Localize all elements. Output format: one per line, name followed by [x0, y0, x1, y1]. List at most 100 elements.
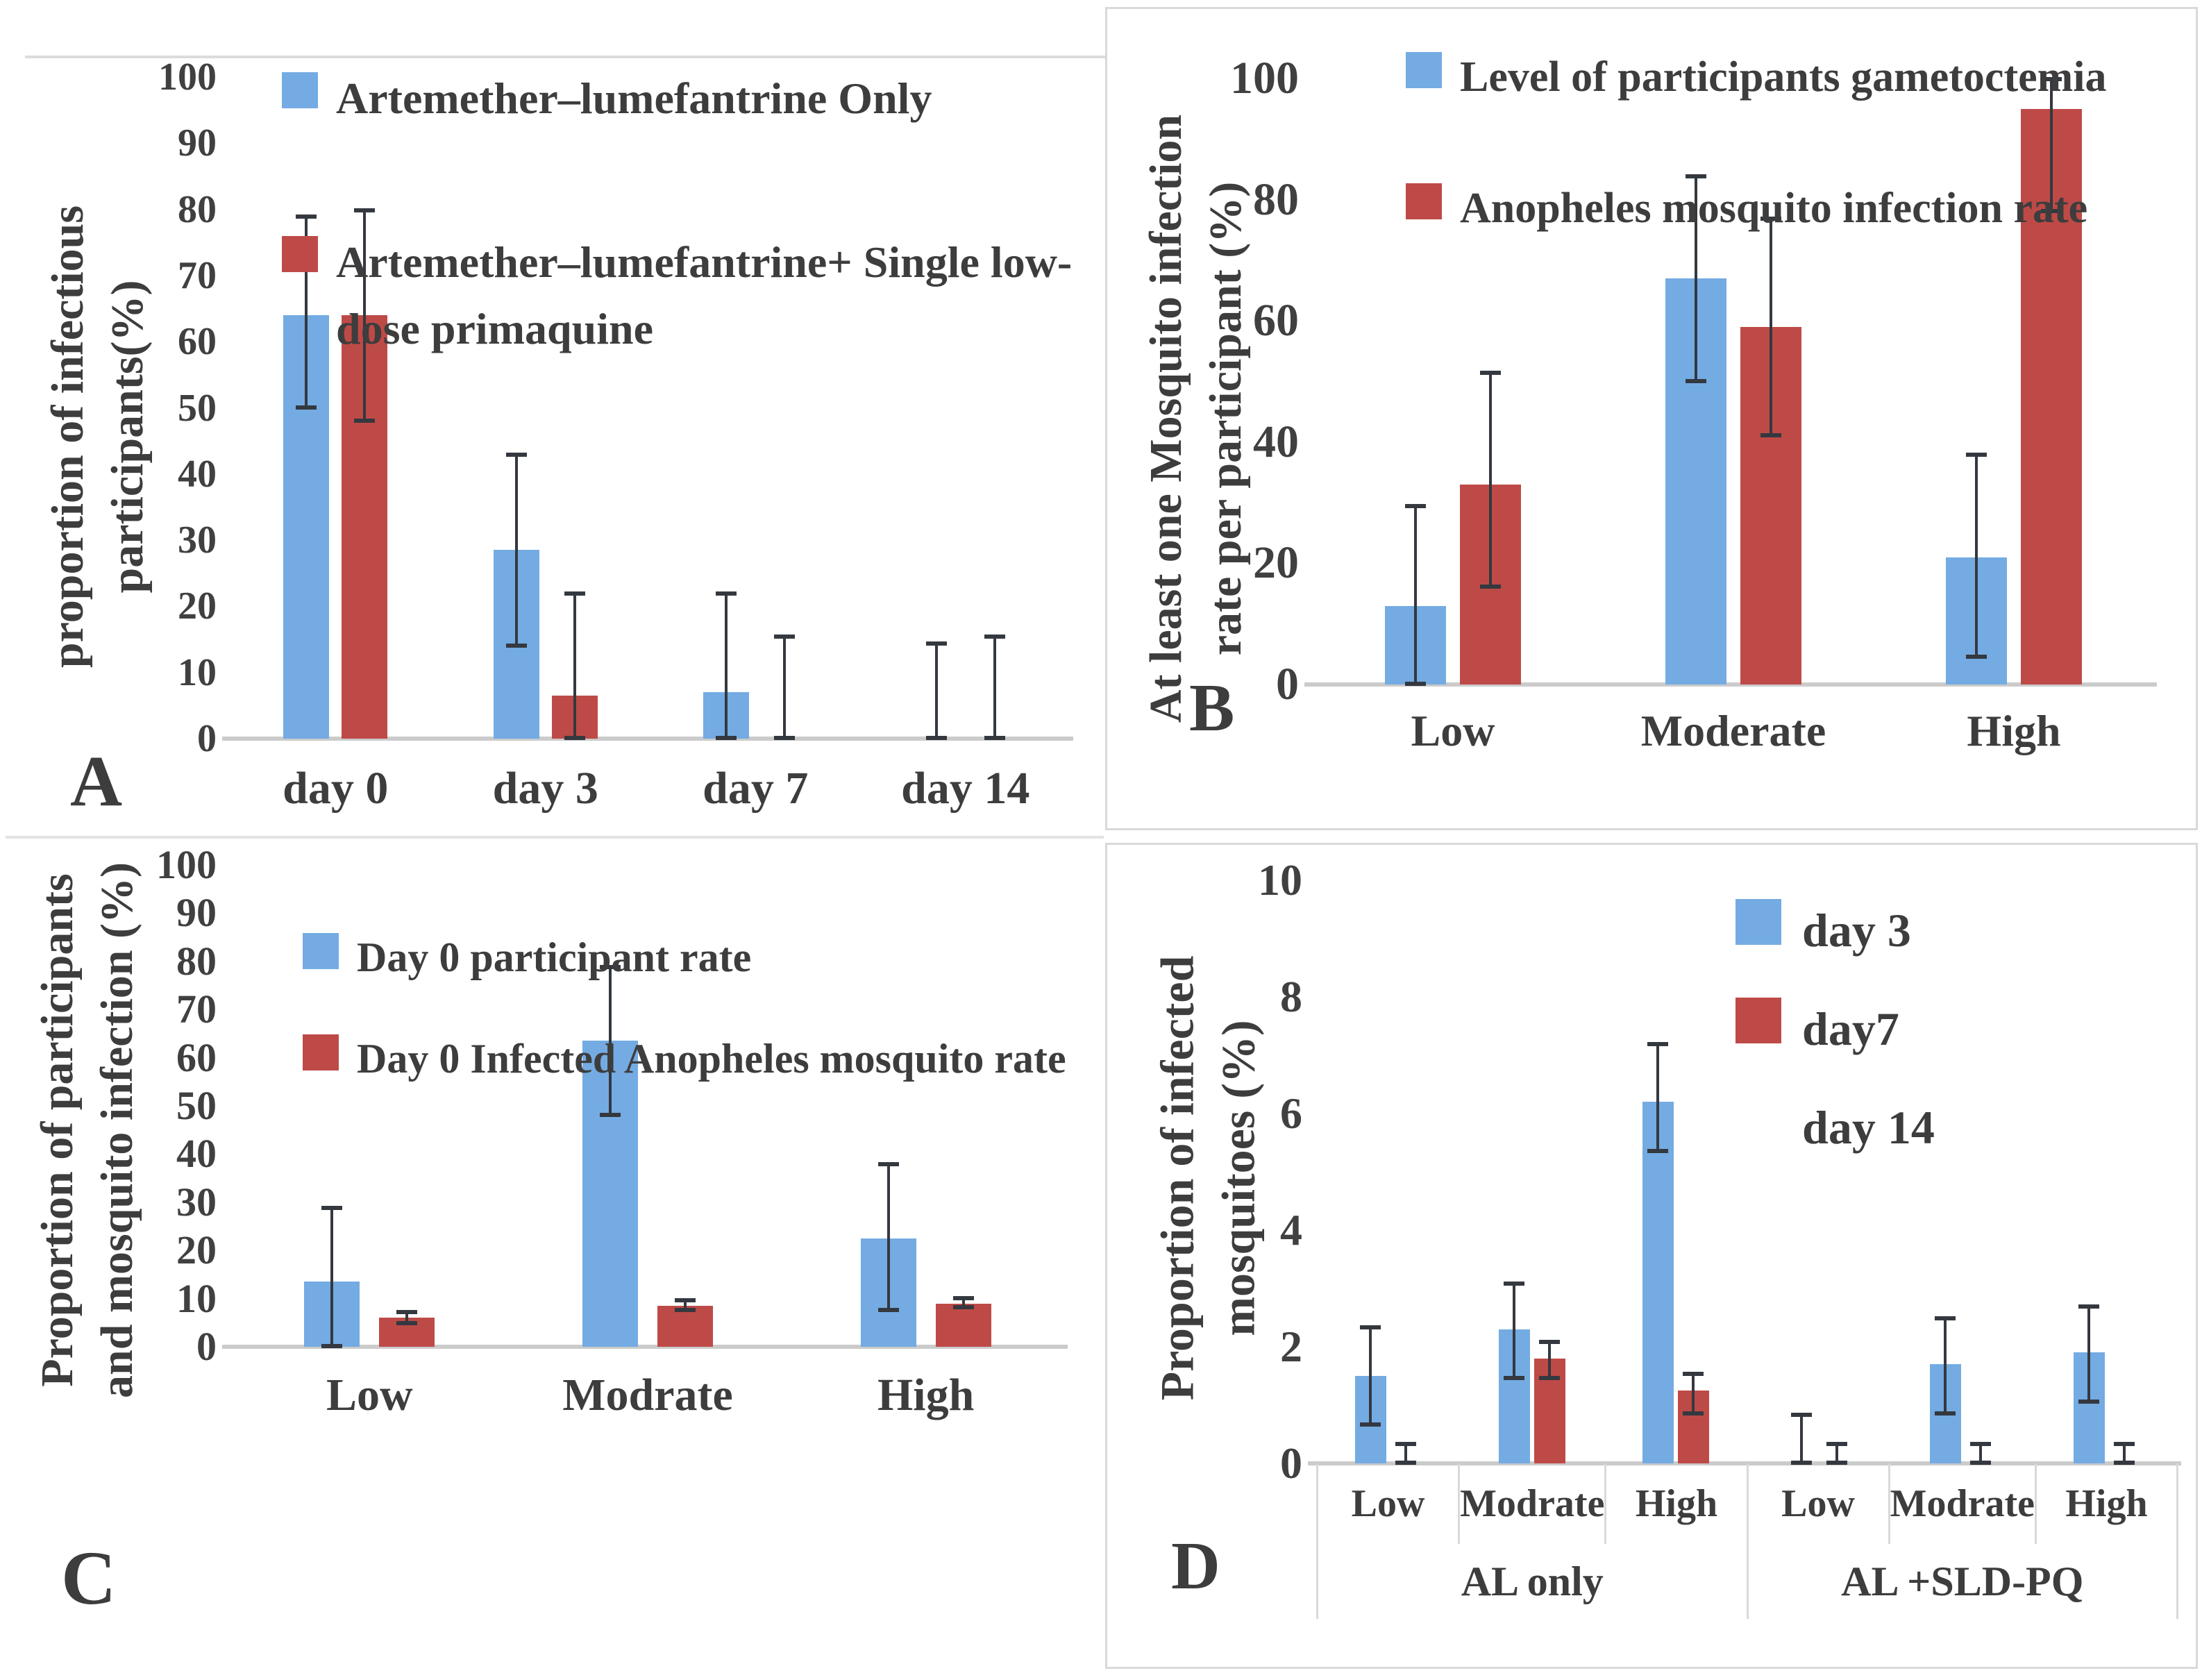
x-tick-label: day 7 — [703, 763, 809, 814]
y-tick-label: 70 — [176, 986, 217, 1032]
panel-a: proportion of infectious participants(%) … — [4, 58, 1101, 836]
error-bar-cap — [2041, 209, 2062, 214]
y-tick-label: 0 — [197, 717, 217, 760]
error-bar-cap — [716, 736, 737, 740]
error-bar-cap — [396, 1310, 418, 1315]
error-bar-line — [363, 209, 367, 421]
x-group-row: AL only AL +SLD-PQ — [1316, 1544, 2178, 1619]
error-bar-cap — [1360, 1422, 1381, 1427]
error-bar — [984, 635, 1005, 740]
error-bar-cap — [2114, 1441, 2135, 1446]
error-bar-line — [1513, 1282, 1515, 1379]
error-bar — [600, 964, 621, 1117]
legend-swatch-icon — [303, 933, 339, 969]
plot-area: 0 20 40 60 80 100 Low Moderate High — [1230, 56, 2157, 755]
bar-day-0-infected-anopheles-mosquito-rate — [657, 1306, 713, 1347]
error-bar — [505, 453, 527, 648]
y-tick-label: 50 — [178, 386, 217, 430]
error-bar-cap — [1480, 371, 1501, 376]
error-bar-line — [609, 966, 612, 1116]
x-tick-label: Modrate — [562, 1370, 733, 1420]
error-bar-line — [573, 593, 576, 739]
error-bar — [1504, 1281, 1524, 1381]
legend-entry: Level of participants gametoctemia — [1406, 45, 2197, 110]
x-group-cell: AL +SLD-PQ — [1746, 1544, 2178, 1619]
error-bar-line — [2087, 1306, 2090, 1402]
x-tick-label: Moderate — [1640, 706, 1826, 755]
plot-area: 0 10 20 30 40 50 60 70 80 90 100 Low Modrate High — [156, 845, 1068, 1420]
error-bar-cap — [952, 1295, 974, 1300]
x-tick-label: day 14 — [901, 763, 1030, 814]
error-bar-line — [993, 636, 996, 739]
error-bar-cap — [1966, 654, 1987, 659]
y-tick-label: 100 — [156, 842, 217, 887]
y-tick-label: 40 — [1253, 416, 1299, 467]
y-axis-title-line: participants(%) — [102, 280, 153, 594]
legend-swatch-icon — [1406, 52, 1442, 88]
y-axis-title-line: rate per participant (%) — [1200, 181, 1251, 656]
error-bar-line — [1979, 1443, 1982, 1463]
x-tick-label: High — [877, 1370, 975, 1420]
error-bar — [1826, 1441, 1847, 1465]
error-bar-cap — [1480, 585, 1501, 589]
error-bar — [1683, 1371, 1704, 1416]
error-bar-cap — [1760, 433, 1781, 438]
error-bar-cap — [296, 215, 317, 219]
y-axis-title-line: proportion of infectious — [42, 205, 94, 669]
x-category-cell: Low — [1746, 1463, 1888, 1544]
error-bar-line — [305, 216, 308, 408]
error-bar-cap — [877, 1162, 899, 1167]
bar-day-0-infected-anopheles-mosquito-rate — [935, 1303, 991, 1347]
legend-label: day 3 — [1802, 904, 1911, 957]
error-bar — [952, 1295, 974, 1310]
error-bar-cap — [1791, 1412, 1812, 1417]
error-bar — [1791, 1412, 1812, 1465]
error-bar-cap — [1683, 1371, 1704, 1376]
error-bar-cap — [1826, 1441, 1847, 1446]
legend-swatch-icon — [303, 1034, 339, 1070]
error-bar — [321, 1205, 343, 1348]
error-bar — [296, 215, 317, 410]
y-tick-label: 80 — [1253, 174, 1299, 225]
y-tick-label: 8 — [1280, 972, 1302, 1021]
error-bar — [396, 1310, 418, 1325]
error-bar-cap — [1539, 1339, 1560, 1344]
y-tick-label: 90 — [178, 121, 217, 165]
legend-label: day 14 — [1802, 1101, 1935, 1154]
x-category-cell: High — [1604, 1463, 1746, 1544]
error-bar-cap — [354, 208, 376, 212]
y-tick-label: 80 — [178, 187, 217, 231]
legend-label: Day 0 Infected Anopheles mosquito rate — [357, 1036, 1066, 1082]
y-tick-label: 100 — [158, 56, 217, 99]
error-bar-cap — [2078, 1304, 2099, 1309]
y-axis-title-line: At least one Mosquito infection — [1141, 114, 1192, 723]
error-bar-line — [1548, 1341, 1551, 1379]
y-tick-label: 40 — [178, 452, 217, 496]
error-bar-cap — [1970, 1441, 1991, 1446]
error-bar-cap — [321, 1344, 343, 1348]
panel-letter: B — [1189, 671, 1235, 746]
panel-letter: A — [70, 741, 123, 821]
error-bar-cap — [675, 1298, 696, 1302]
x-tick-label: Low — [1411, 706, 1495, 755]
error-bar-cap — [716, 591, 737, 596]
error-bar-cap — [1395, 1441, 1416, 1446]
error-bar — [925, 641, 947, 740]
panel-b: At least one Mosquito infection rate per … — [1105, 7, 2198, 830]
error-bar-cap — [1966, 453, 1987, 457]
middle-divider-line — [6, 836, 1104, 839]
legend-label: Artemether–lumefantrine+ Single low-dose… — [336, 237, 1073, 353]
legend-label: Artemether–lumefantrine Only — [336, 74, 932, 123]
error-bar-line — [2050, 78, 2053, 212]
error-bar-line — [1414, 505, 1417, 684]
legend-entry: Day 0 participant rate — [303, 926, 1108, 989]
legend-swatch-icon — [1735, 998, 1781, 1043]
y-tick-label: 20 — [1253, 537, 1299, 589]
error-bar-cap — [505, 643, 527, 648]
legend-swatch-icon — [1406, 183, 1442, 219]
error-bar-cap — [774, 736, 796, 740]
error-bar-cap — [1791, 1461, 1812, 1465]
y-axis-title-line: Proportion of participants — [32, 873, 83, 1387]
error-bar — [1760, 216, 1781, 438]
error-bar — [2041, 77, 2062, 214]
